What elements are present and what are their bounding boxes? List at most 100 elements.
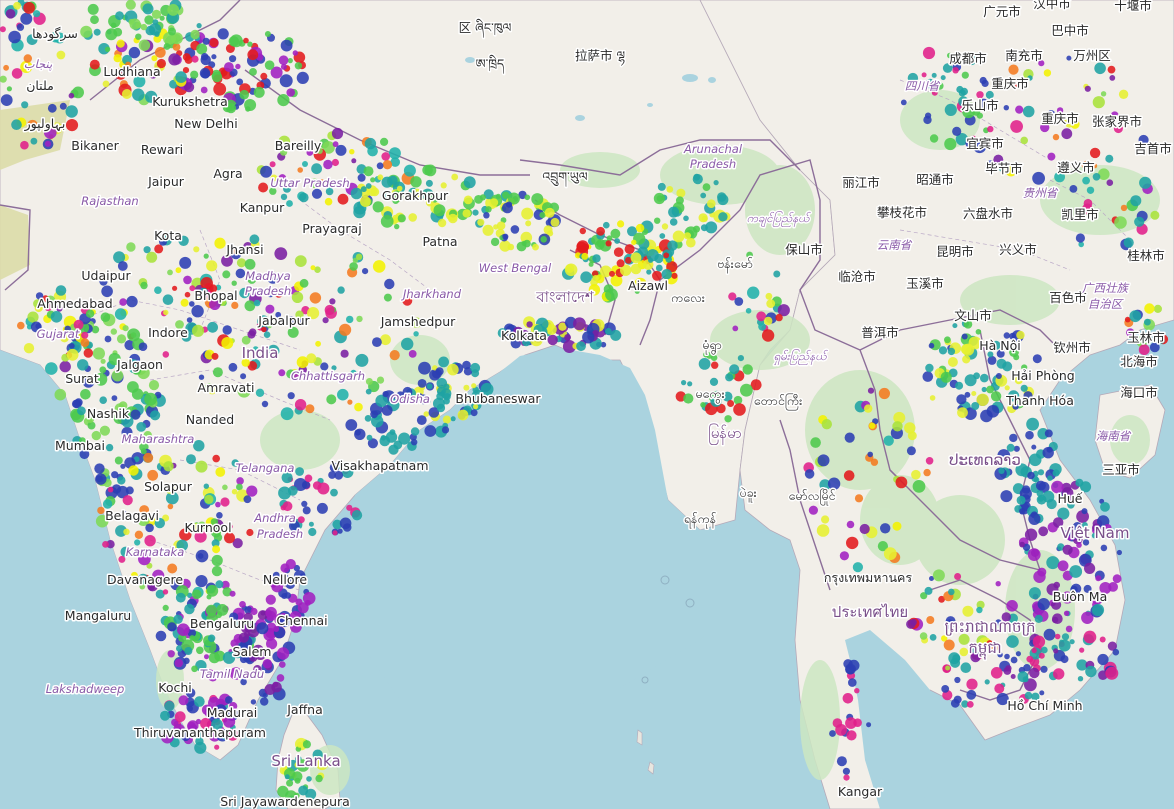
station-marker[interactable] — [426, 383, 433, 390]
station-marker[interactable] — [505, 201, 513, 208]
station-marker[interactable] — [558, 322, 567, 331]
station-marker[interactable] — [1138, 344, 1150, 356]
station-marker[interactable] — [1057, 507, 1070, 520]
station-marker[interactable] — [893, 411, 906, 424]
station-marker[interactable] — [381, 405, 393, 416]
station-marker[interactable] — [1040, 646, 1048, 654]
station-marker[interactable] — [1076, 659, 1088, 671]
station-marker[interactable] — [947, 347, 956, 356]
station-marker[interactable] — [625, 256, 632, 264]
station-marker[interactable] — [416, 415, 427, 425]
station-marker[interactable] — [1021, 364, 1028, 371]
station-marker[interactable] — [187, 628, 197, 638]
station-marker[interactable] — [212, 454, 220, 463]
station-marker[interactable] — [1124, 316, 1131, 323]
station-marker[interactable] — [1149, 342, 1160, 353]
station-marker[interactable] — [138, 39, 151, 51]
station-marker[interactable] — [191, 305, 204, 318]
station-marker[interactable] — [215, 704, 227, 717]
station-marker[interactable] — [73, 319, 84, 330]
station-marker[interactable] — [182, 67, 190, 74]
station-marker[interactable] — [962, 605, 974, 617]
station-marker[interactable] — [707, 199, 716, 208]
station-marker[interactable] — [477, 218, 485, 226]
station-marker[interactable] — [122, 495, 133, 506]
station-marker[interactable] — [1046, 498, 1057, 510]
station-marker[interactable] — [1110, 111, 1119, 120]
station-marker[interactable] — [23, 343, 35, 354]
station-marker[interactable] — [845, 717, 857, 729]
station-marker[interactable] — [254, 647, 267, 661]
station-marker[interactable] — [1031, 692, 1040, 701]
station-marker[interactable] — [1032, 354, 1042, 364]
station-marker[interactable] — [966, 678, 978, 690]
station-marker[interactable] — [1031, 647, 1037, 654]
station-marker[interactable] — [943, 639, 955, 651]
station-marker[interactable] — [846, 730, 857, 741]
station-marker[interactable] — [77, 406, 86, 416]
station-marker[interactable] — [921, 72, 927, 78]
station-marker[interactable] — [1004, 653, 1010, 660]
station-marker[interactable] — [178, 235, 189, 246]
station-marker[interactable] — [20, 140, 29, 150]
station-marker[interactable] — [291, 291, 304, 303]
station-marker[interactable] — [1098, 168, 1110, 180]
station-marker[interactable] — [1083, 630, 1097, 644]
station-marker[interactable] — [304, 474, 313, 483]
station-marker[interactable] — [30, 321, 42, 333]
station-marker[interactable] — [328, 471, 336, 479]
station-marker[interactable] — [497, 328, 508, 338]
station-marker[interactable] — [877, 541, 889, 552]
station-marker[interactable] — [262, 659, 272, 669]
station-marker[interactable] — [630, 252, 642, 264]
station-marker[interactable] — [438, 356, 449, 368]
station-marker[interactable] — [296, 356, 309, 369]
station-marker[interactable] — [350, 369, 357, 376]
station-marker[interactable] — [68, 343, 75, 349]
station-marker[interactable] — [958, 633, 970, 645]
station-marker[interactable] — [302, 506, 311, 515]
station-marker[interactable] — [5, 9, 16, 19]
station-marker[interactable] — [1019, 508, 1026, 515]
station-marker[interactable] — [1056, 107, 1064, 114]
station-marker[interactable] — [279, 615, 291, 628]
station-marker[interactable] — [264, 31, 271, 37]
station-marker[interactable] — [280, 407, 294, 421]
station-marker[interactable] — [291, 371, 299, 380]
station-marker[interactable] — [1032, 171, 1045, 185]
station-marker[interactable] — [275, 311, 282, 318]
station-marker[interactable] — [490, 237, 500, 247]
station-marker[interactable] — [228, 36, 239, 47]
station-marker[interactable] — [564, 334, 571, 341]
station-marker[interactable] — [1153, 304, 1162, 313]
station-marker[interactable] — [252, 346, 259, 352]
station-marker[interactable] — [919, 632, 928, 640]
station-marker[interactable] — [996, 349, 1005, 358]
station-marker[interactable] — [33, 299, 42, 308]
station-marker[interactable] — [960, 344, 972, 355]
station-marker[interactable] — [315, 340, 321, 347]
station-marker[interactable] — [65, 119, 79, 132]
station-marker[interactable] — [44, 126, 57, 139]
station-marker[interactable] — [222, 270, 231, 279]
station-marker[interactable] — [947, 52, 953, 59]
station-marker[interactable] — [457, 394, 466, 403]
station-marker[interactable] — [1063, 610, 1070, 616]
station-marker[interactable] — [222, 325, 232, 335]
station-marker[interactable] — [354, 428, 366, 440]
station-marker[interactable] — [952, 126, 962, 136]
station-marker[interactable] — [294, 255, 307, 267]
station-marker[interactable] — [79, 449, 90, 460]
station-marker[interactable] — [945, 616, 956, 627]
station-marker[interactable] — [266, 638, 278, 650]
station-marker[interactable] — [761, 329, 775, 342]
station-marker[interactable] — [1144, 303, 1155, 314]
station-marker[interactable] — [997, 652, 1003, 658]
station-marker[interactable] — [246, 485, 258, 497]
station-marker[interactable] — [931, 89, 938, 96]
station-marker[interactable] — [196, 646, 204, 655]
station-marker[interactable] — [582, 331, 595, 344]
station-marker[interactable] — [1091, 603, 1105, 617]
station-marker[interactable] — [725, 373, 734, 382]
station-marker[interactable] — [1064, 117, 1075, 128]
